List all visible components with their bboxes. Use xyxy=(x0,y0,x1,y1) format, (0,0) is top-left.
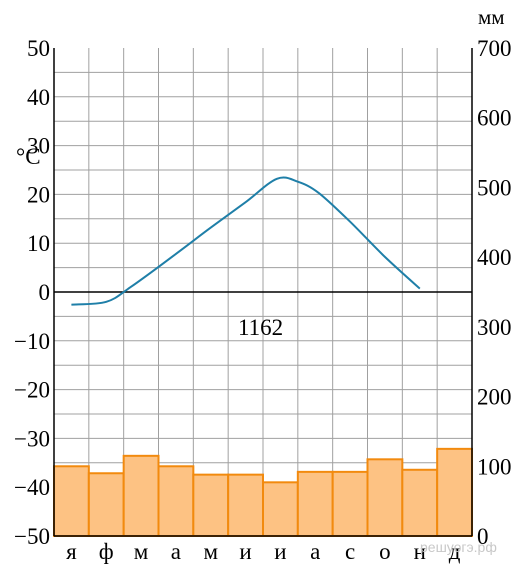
precipitation-bar xyxy=(87,472,125,537)
precipitation-tick-label: 600 xyxy=(477,106,512,131)
month-label: д xyxy=(449,539,461,564)
precipitation-tick-label: 400 xyxy=(477,245,512,270)
precipitation-bar xyxy=(331,470,369,537)
month-label: и xyxy=(274,539,286,564)
temperature-line xyxy=(71,176,421,306)
month-label: м xyxy=(203,539,218,564)
precipitation-tick-label: 0 xyxy=(477,524,489,549)
month-label: м xyxy=(134,539,149,564)
watermark: решуогэ.рф xyxy=(420,539,497,555)
precipitation-tick-label: 700 xyxy=(477,36,512,61)
month-label: и xyxy=(239,539,251,564)
month-label: а xyxy=(310,539,320,564)
temperature-tick-label: 50 xyxy=(27,36,50,61)
precipitation-bar xyxy=(227,473,265,537)
precipitation-unit-label: мм xyxy=(478,5,505,29)
precipitation-tick-label: 300 xyxy=(477,315,512,340)
precipitation-tick-label: 200 xyxy=(477,385,512,410)
temperature-tick-label: 20 xyxy=(27,182,50,207)
precipitation-bar xyxy=(296,470,334,537)
temperature-tick-label: −20 xyxy=(14,378,50,403)
precipitation-tick-label: 500 xyxy=(477,175,512,200)
precipitation-bar xyxy=(122,454,160,538)
precipitation-bar xyxy=(53,465,90,537)
temperature-tick-label: 30 xyxy=(27,134,50,159)
temperature-tick-label: 0 xyxy=(39,280,51,305)
precipitation-bar xyxy=(436,447,473,538)
month-label: я xyxy=(66,539,77,564)
precipitation-bars xyxy=(53,447,473,538)
month-label: ф xyxy=(99,539,114,564)
month-label: о xyxy=(379,539,391,564)
precipitation-bar xyxy=(192,473,230,537)
precipitation-tick-label: 100 xyxy=(477,454,512,479)
temperature-tick-label: 40 xyxy=(27,85,50,110)
month-label: с xyxy=(345,539,355,564)
annual-precipitation-label: 1162 xyxy=(238,315,283,340)
month-label: н xyxy=(414,539,426,564)
precipitation-bar xyxy=(157,465,195,537)
precipitation-bar xyxy=(401,468,439,537)
temperature-curve xyxy=(71,176,421,306)
temperature-tick-label: −30 xyxy=(14,426,50,451)
temperature-tick-label: −40 xyxy=(14,475,50,500)
temperature-unit-label: °C xyxy=(16,144,41,169)
temperature-tick-label: −10 xyxy=(14,329,50,354)
precipitation-bar xyxy=(366,458,404,538)
axis-labels: 50403020100−10−20−30−40−5070060050040030… xyxy=(14,36,511,564)
month-label: а xyxy=(171,539,181,564)
precipitation-bar xyxy=(262,481,299,538)
temperature-tick-label: −50 xyxy=(14,524,50,549)
temperature-tick-label: 10 xyxy=(27,231,50,256)
